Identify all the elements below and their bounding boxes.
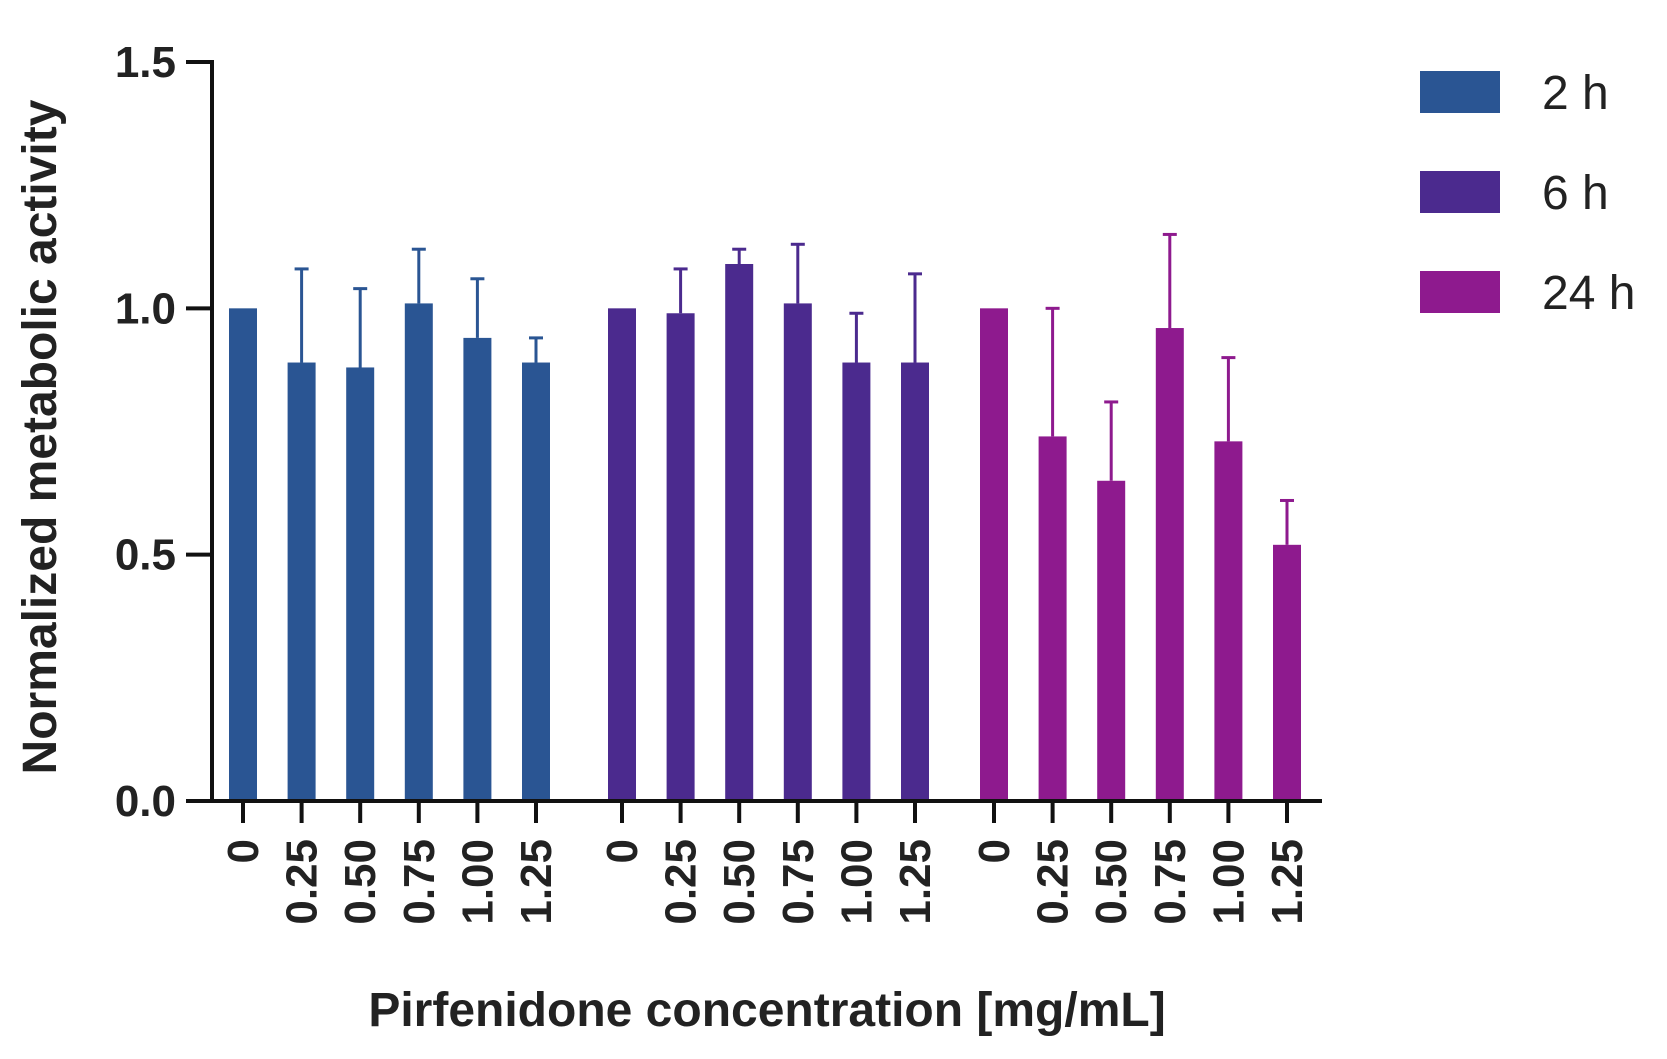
x-tick-label: 1.00 <box>832 839 881 925</box>
legend-label: 6 h <box>1542 167 1609 220</box>
bar <box>1273 544 1301 801</box>
x-tick-label: 1.25 <box>1263 839 1312 925</box>
bar <box>980 308 1008 801</box>
bar <box>1155 328 1184 801</box>
legend-label: 2 h <box>1542 67 1609 120</box>
bar <box>1097 480 1126 801</box>
x-tick-label: 0.25 <box>657 839 706 925</box>
bar <box>842 362 871 801</box>
bar <box>229 308 257 801</box>
bar <box>901 362 929 801</box>
x-tick-label: 0 <box>970 839 1019 863</box>
bars-layer <box>229 232 1301 801</box>
x-tick-label: 0.75 <box>774 839 823 925</box>
x-tick-label: 0 <box>598 839 647 863</box>
x-tick-label: 0.50 <box>336 839 385 925</box>
x-tick-label: 0.75 <box>1146 839 1195 925</box>
y-ticks: 0.0 0.5 1.0 1.5 <box>115 38 212 826</box>
x-tick-label: 0.75 <box>395 839 444 925</box>
x-tick-label: 1.25 <box>512 839 561 925</box>
x-tick-label: 1.25 <box>891 839 940 925</box>
bar <box>666 313 695 801</box>
y-tick-label: 1.5 <box>115 38 176 87</box>
bar <box>608 308 636 801</box>
x-tick-label: 0.25 <box>1029 839 1078 925</box>
bar <box>463 337 492 801</box>
x-tick-label: 1.00 <box>453 839 502 925</box>
bar <box>1214 441 1243 801</box>
bar <box>287 362 316 801</box>
legend-swatch <box>1420 171 1500 213</box>
bar <box>346 367 375 801</box>
bar <box>783 303 812 801</box>
x-tick-label: 0 <box>219 839 268 863</box>
axes-layer <box>210 60 1322 803</box>
y-axis-title: Normalized metabolic activity <box>14 99 67 774</box>
x-ticks: 0 0.25 0.50 0.75 1.00 1.25 0 0.25 0.50 0.75 1.00 1.… <box>219 801 1312 925</box>
x-tick-label: 0.50 <box>715 839 764 925</box>
bar <box>1038 436 1067 801</box>
y-tick-label: 0.0 <box>115 777 176 826</box>
y-tick-label: 0.5 <box>115 531 176 580</box>
x-axis-title: Pirfenidone concentration [mg/mL] <box>368 984 1165 1037</box>
x-tick-label: 0.25 <box>278 839 327 925</box>
y-tick-label: 1.0 <box>115 284 176 333</box>
x-tick-label: 1.00 <box>1204 839 1253 925</box>
bar <box>725 263 754 801</box>
bar <box>522 362 550 801</box>
bar <box>404 303 433 801</box>
legend-label: 24 h <box>1542 267 1635 320</box>
legend: 2 h 6 h 24 h <box>1420 67 1635 320</box>
x-tick-label: 0.50 <box>1087 839 1136 925</box>
legend-swatch <box>1420 271 1500 313</box>
legend-swatch <box>1420 71 1500 113</box>
